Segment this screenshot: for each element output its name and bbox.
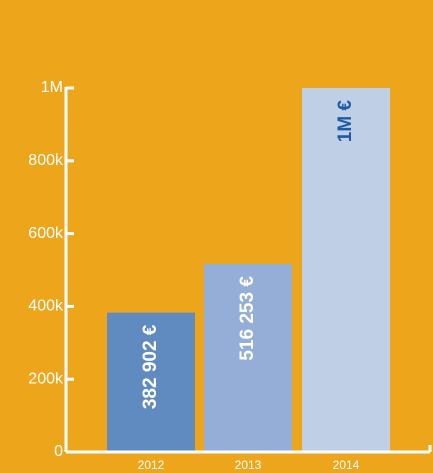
- bar-2013: [204, 264, 292, 452]
- bar-value-label: 382 902 €: [140, 324, 161, 409]
- x-tick-label: 2013: [235, 458, 262, 472]
- y-tick-label: 200k: [28, 370, 64, 387]
- bar-2012: [107, 312, 195, 452]
- bars-layer: 382 902 € 516 253 € 1M €: [107, 88, 390, 452]
- bar-value-label: 1M €: [335, 100, 356, 143]
- x-tick-label: 2014: [333, 458, 360, 472]
- y-tick-label: 400k: [28, 298, 64, 315]
- axes: 2012 2013 2014 0 200k 400k 600k 800k 1M: [28, 79, 432, 472]
- x-tick-label: 2012: [138, 458, 165, 472]
- y-tick-label: 800k: [28, 152, 64, 169]
- bar-2014: [302, 88, 390, 452]
- bar-value-label: 516 253 €: [237, 276, 258, 361]
- y-tick-label: 600k: [28, 225, 64, 242]
- y-tick-label: 1M: [41, 79, 63, 96]
- y-tick-label: 0: [54, 443, 63, 460]
